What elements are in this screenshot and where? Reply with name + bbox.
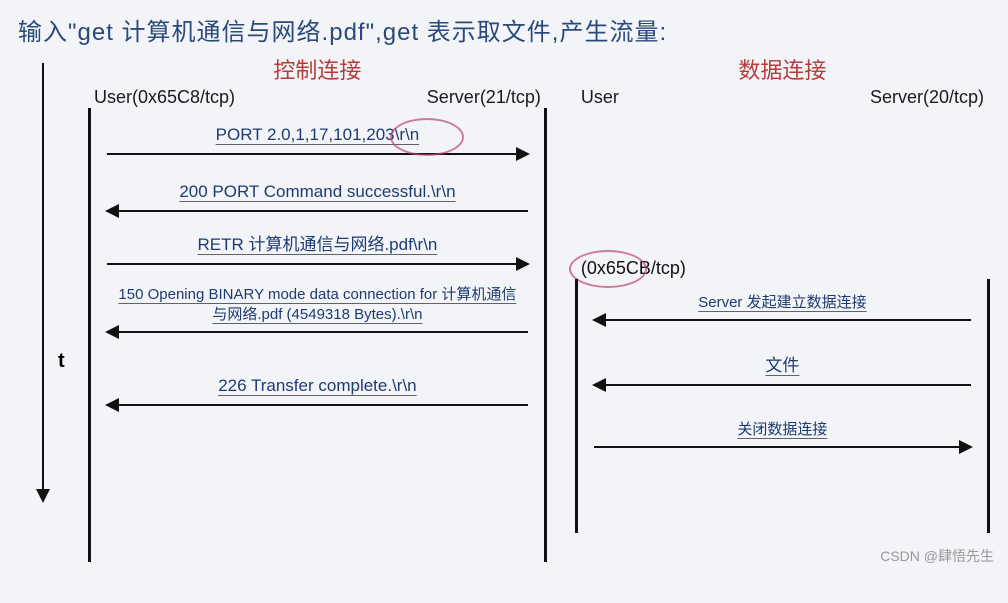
data-port-label: (0x65CB/tcp) [581,258,686,278]
data-msg-0: Server 发起建立数据连接 [578,293,987,321]
data-port-label-wrap: (0x65CB/tcp) [575,258,990,279]
arrow-left-icon [594,384,971,386]
control-right-endpoint: Server(21/tcp) [427,87,541,108]
data-lane: Server 发起建立数据连接 文件 关闭数据连接 [575,279,990,533]
data-msg-0-text: Server 发起建立数据连接 [592,293,973,315]
time-axis-label: t [58,350,65,373]
control-msg-1: 200 PORT Command successful.\r\n [91,181,544,212]
arrow-left-icon [107,331,528,333]
control-column-title: 控制连接 [88,53,547,85]
data-msg-2-text: 关闭数据连接 [592,420,973,442]
time-axis: t [18,53,88,513]
data-msg-1: 文件 [578,355,987,386]
control-msg-2: RETR 计算机通信与网络.pdf\r\n [91,234,544,265]
page-title: 输入"get 计算机通信与网络.pdf",get 表示取文件,产生流量: [18,12,990,47]
arrow-left-icon [107,210,528,212]
arrow-right-icon [107,153,528,155]
data-msg-2: 关闭数据连接 [578,420,987,448]
control-msg-0-text: PORT 2.0,1,17,101,203\r\n [105,124,530,149]
control-msg-4-text: 226 Transfer complete.\r\n [105,375,530,400]
control-msg-1-text: 200 PORT Command successful.\r\n [105,181,530,206]
arrow-right-icon [594,446,971,448]
arrow-right-icon [107,263,528,265]
control-msg-2-text: RETR 计算机通信与网络.pdf\r\n [105,234,530,259]
control-msg-0: PORT 2.0,1,17,101,203\r\n [91,124,544,155]
control-msg-3-text: 150 Opening BINARY mode data connection … [105,285,530,328]
data-column: 数据连接 User Server(20/tcp) (0x65CB/tcp) Se… [575,53,990,562]
watermark: CSDN @肆悟先生 [880,546,994,566]
diagram: t 控制连接 User(0x65C8/tcp) Server(21/tcp) P… [18,53,990,562]
arrow-left-icon [107,404,528,406]
data-lane-gap [575,108,990,258]
control-lane: PORT 2.0,1,17,101,203\r\n 200 PORT Comma… [88,108,547,562]
data-right-endpoint: Server(20/tcp) [870,87,984,108]
arrow-left-icon [594,319,971,321]
control-column: 控制连接 User(0x65C8/tcp) Server(21/tcp) POR… [88,53,547,562]
control-left-endpoint: User(0x65C8/tcp) [94,87,235,108]
data-msg-1-text: 文件 [592,355,973,380]
time-axis-arrowhead-icon [36,489,50,503]
control-msg-4: 226 Transfer complete.\r\n [91,375,544,406]
data-left-endpoint: User [581,87,619,108]
control-msg-3: 150 Opening BINARY mode data connection … [91,285,544,334]
data-column-title: 数据连接 [575,53,990,85]
time-axis-line [42,63,44,495]
